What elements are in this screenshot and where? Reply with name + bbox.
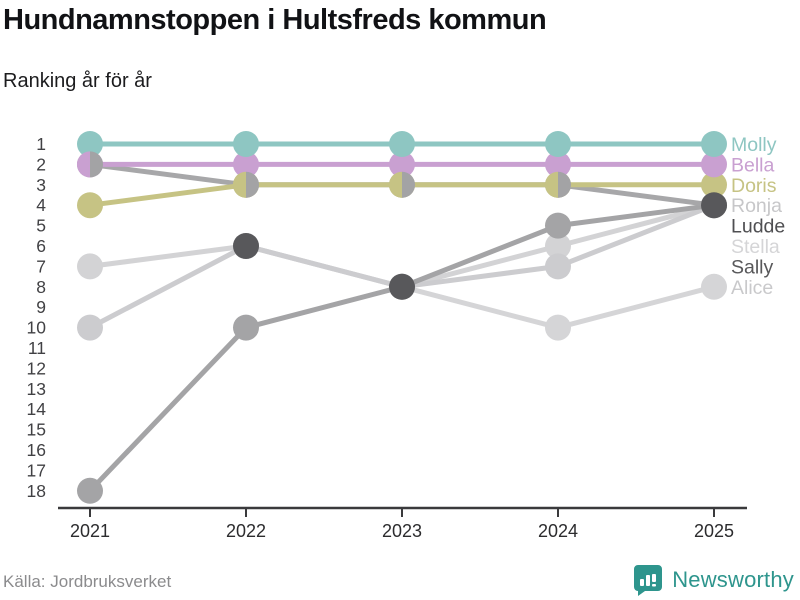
- series-line-stella: [399, 243, 561, 290]
- series-line-stella: [87, 243, 249, 269]
- rank-tick-label-12: 12: [27, 358, 46, 378]
- series-dot-stella-2021: [77, 253, 103, 280]
- series-dot-alice-2025: [701, 273, 727, 300]
- rank-tick-label-16: 16: [27, 440, 46, 460]
- rank-tick-label-9: 9: [36, 297, 46, 317]
- series-line-ludde: [87, 325, 249, 494]
- series-line-alice: [555, 284, 717, 331]
- series-dot-doris-2021: [77, 192, 103, 219]
- rank-tick-label-3: 3: [36, 175, 46, 195]
- series-dot-molly-2025: [701, 131, 727, 157]
- series-line-stella: [555, 202, 717, 249]
- year-tick-label-2025: 2025: [694, 521, 734, 541]
- series-label-ludde: Ludde: [731, 216, 785, 238]
- rank-tick-label-13: 13: [27, 379, 46, 399]
- series-line-ludde: [399, 223, 561, 290]
- series-dot-molly-2021: [77, 131, 103, 157]
- tie-split-right-2022-3: [246, 171, 260, 198]
- series-label-molly: Molly: [731, 134, 777, 156]
- rank-tick-label-2: 2: [36, 154, 46, 174]
- series-line-ronja: [87, 161, 249, 188]
- logo-bar-3: [652, 574, 657, 582]
- year-tick-label-2023: 2023: [382, 521, 422, 541]
- series-line-ludde: [555, 202, 717, 229]
- series-dot-molly-2024: [545, 131, 571, 157]
- rank-tick-label-18: 18: [27, 481, 46, 501]
- tie-split-left-2024-3: [545, 171, 558, 198]
- series-line-doris: [87, 182, 249, 208]
- series-line-ludde: [243, 284, 405, 331]
- series-dot-bella-2022: [233, 151, 259, 178]
- series-dot-sally-2024: [545, 253, 571, 280]
- rank-tick-label-1: 1: [36, 134, 46, 154]
- rank-tick-label-17: 17: [27, 460, 46, 480]
- series-dot-ludde-2022: [233, 314, 259, 341]
- year-tick-label-2021: 2021: [70, 521, 110, 541]
- series-label-bella: Bella: [731, 154, 775, 176]
- rank-tick-label-5: 5: [36, 216, 46, 236]
- rank-tick-label-15: 15: [27, 420, 46, 440]
- logo-dot: [652, 584, 657, 587]
- year-tick-label-2024: 2024: [538, 521, 578, 541]
- series-dot-bella-2024: [545, 151, 571, 178]
- series-dot-ludde-2021: [77, 477, 103, 504]
- series-dot-bella-2023: [389, 151, 415, 178]
- series-line-sally: [87, 243, 249, 331]
- tie-dot-2022-6: [233, 233, 259, 259]
- series-dot-molly-2023: [389, 131, 415, 157]
- series-label-alice: Alice: [731, 277, 773, 299]
- series-dot-bella-2025: [701, 151, 727, 178]
- tie-split-right-2021-2: [90, 151, 103, 178]
- series-dot-alice-2024: [545, 314, 571, 341]
- brand-name: Newsworthy: [672, 567, 794, 592]
- logo-bar-1: [640, 579, 645, 586]
- series-line-sally: [399, 263, 561, 290]
- series-line-ronja: [555, 182, 717, 208]
- logo-bar-2: [646, 575, 651, 586]
- newsworthy-logo-icon: [634, 565, 663, 596]
- series-label-doris: Doris: [731, 175, 777, 197]
- rank-tick-label-4: 4: [36, 195, 46, 215]
- rank-tick-label-7: 7: [36, 256, 46, 276]
- series-line-sally: [555, 202, 717, 269]
- rank-tick-label-11: 11: [28, 338, 46, 358]
- tie-split-right-2023-3: [402, 171, 416, 198]
- page-title: Hundnamnstoppen i Hultsfreds kommun: [3, 4, 547, 36]
- series-dot-doris-2025: [701, 171, 727, 198]
- series-label-ronja: Ronja: [731, 195, 782, 217]
- year-tick-label-2022: 2022: [226, 521, 266, 541]
- series-dot-molly-2022: [233, 131, 259, 157]
- source-note: Källa: Jordbruksverket: [3, 572, 172, 591]
- rank-tick-label-8: 8: [36, 277, 46, 297]
- series-line-alice: [399, 284, 561, 331]
- chart-subtitle: Ranking år för år: [3, 70, 152, 92]
- series-dot-sally-2021: [77, 314, 103, 341]
- series-line-sally: [243, 243, 405, 290]
- series-label-stella: Stella: [731, 236, 780, 258]
- rank-tick-label-14: 14: [27, 399, 47, 419]
- tie-split-left-2021-2: [77, 151, 90, 178]
- series-label-sally: Sally: [731, 256, 774, 278]
- tie-dot-2023-8: [389, 273, 415, 300]
- tie-split-left-2022-3: [233, 171, 246, 198]
- tie-split-right-2024-3: [558, 171, 571, 198]
- rank-tick-label-10: 10: [27, 318, 47, 338]
- series-dot-stella-2024: [545, 233, 571, 259]
- tie-split-left-2023-3: [389, 171, 402, 198]
- tie-dot-2025-4: [701, 192, 727, 219]
- series-dot-ludde-2024: [545, 212, 571, 239]
- rank-tick-label-6: 6: [36, 236, 46, 256]
- brand-block: Newsworthy: [633, 564, 794, 596]
